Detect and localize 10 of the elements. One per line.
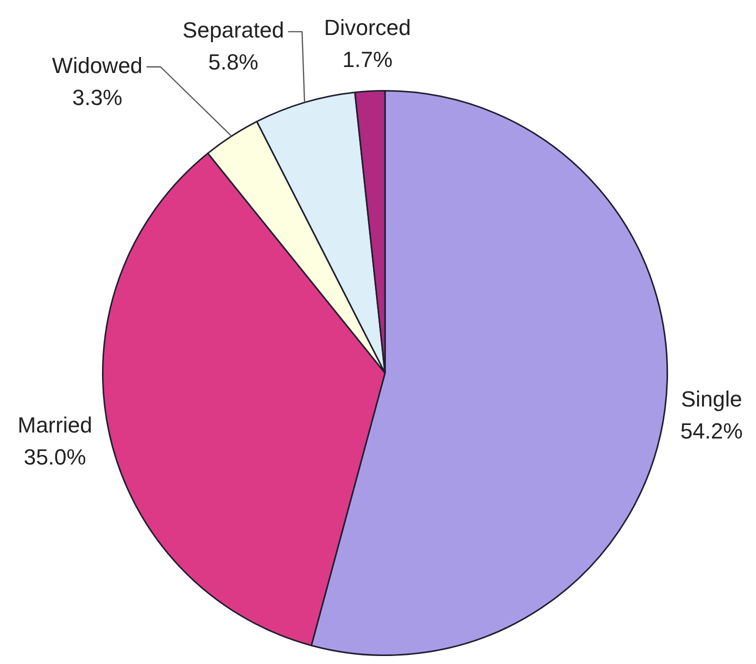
slice-label: Widowed — [52, 52, 143, 78]
slice-label: Single — [680, 386, 742, 412]
data-label: 5.8% — [208, 50, 258, 75]
slice-label: Married — [18, 412, 92, 438]
slice-label: Divorced — [324, 15, 411, 40]
data-label: 54.2% — [680, 418, 743, 444]
slice-label: Separated — [182, 18, 284, 43]
data-label: 3.3% — [72, 84, 122, 110]
data-label: 1.7% — [342, 47, 393, 72]
data-label: 35.0% — [24, 444, 86, 470]
